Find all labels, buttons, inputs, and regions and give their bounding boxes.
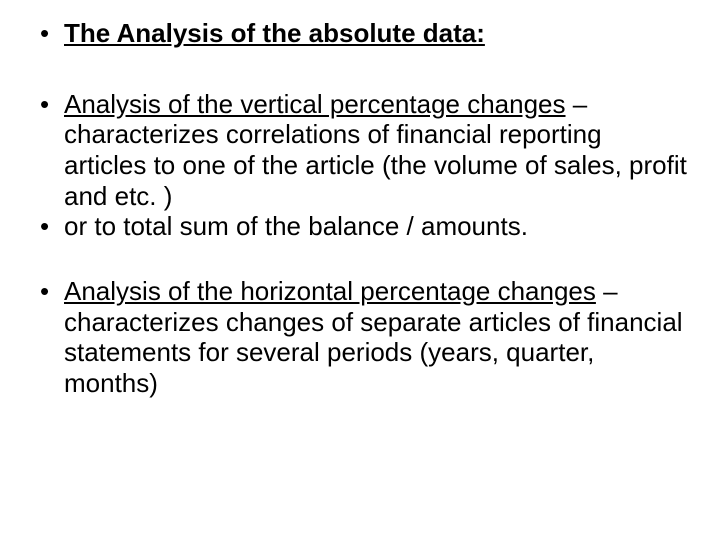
title-text: The Analysis of the absolute data: — [64, 18, 485, 48]
bullet-list: The Analysis of the absolute data: Analy… — [30, 18, 690, 399]
bullet-item-title: The Analysis of the absolute data: — [30, 18, 690, 49]
bullet-item-or: or to total sum of the balance / amounts… — [30, 211, 690, 242]
bullet-item-horizontal: Analysis of the horizontal percentage ch… — [30, 276, 690, 399]
horizontal-underlined: Analysis of the horizontal percentage ch… — [64, 276, 596, 306]
or-text: or to total sum of the balance / amounts… — [64, 211, 528, 241]
slide: The Analysis of the absolute data: Analy… — [0, 0, 720, 540]
spacer — [30, 242, 690, 276]
spacer — [30, 49, 690, 89]
vertical-underlined: Analysis of the vertical percentage chan… — [64, 89, 566, 119]
bullet-item-vertical: Analysis of the vertical percentage chan… — [30, 89, 690, 212]
